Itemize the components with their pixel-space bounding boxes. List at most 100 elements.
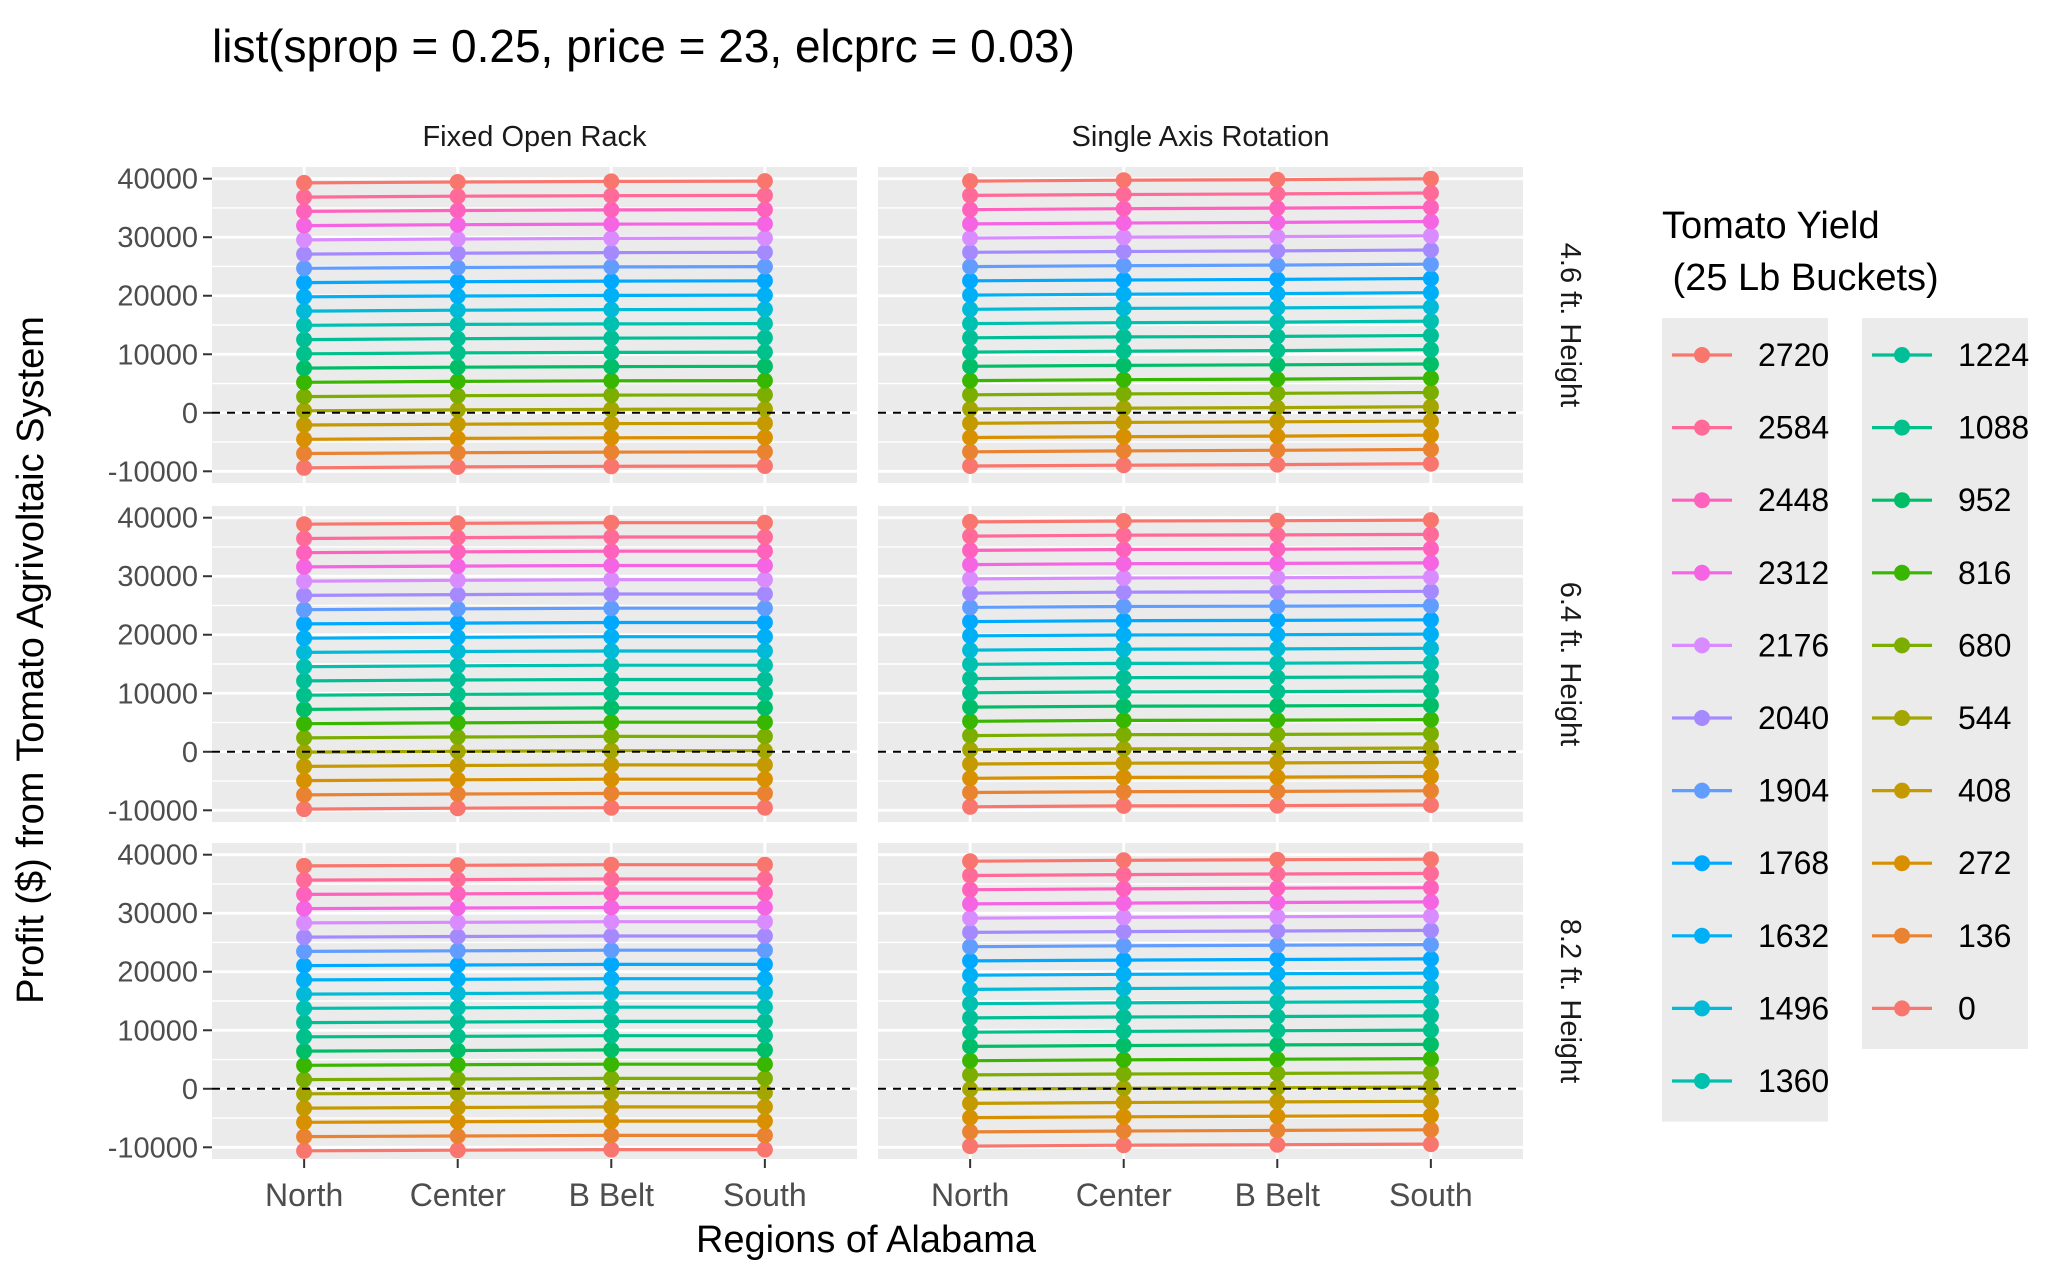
legend-item-1904: 1904 [1672,773,1829,809]
legend-item-408: 408 [1872,773,2011,809]
data-point-544-north [962,401,979,417]
legend-title-line-2: (25 Lb Buckets) [1662,257,1939,299]
series-line-136 [970,447,1431,454]
data-point-272-south [1422,427,1439,444]
data-point-1768-center [1115,612,1132,629]
data-point-680-b-belt [1269,1065,1286,1082]
data-point-2584-b-belt [603,871,620,887]
data-point-680-north [296,388,313,405]
data-point-2720-b-belt [603,514,620,531]
series-line-1904 [970,262,1431,269]
legend-label-680: 680 [1958,627,2011,663]
data-point-408-south [1422,1093,1439,1110]
y-tick-label: 40000 [117,840,198,872]
data-point-1496-center [1115,980,1132,997]
data-point-2312-south [756,899,773,916]
data-point-136-south [756,443,773,460]
y-tick-label: -10000 [108,795,198,827]
data-point-816-b-belt [603,1056,620,1073]
data-point-1360-south [756,657,773,674]
data-point-2584-north [296,530,313,547]
data-point-2312-b-belt [603,899,620,916]
data-point-680-b-belt [603,387,620,404]
data-point-1224-b-belt [603,1013,620,1030]
data-point-816-b-belt [1269,1051,1286,1068]
panels-layer: -10000 0 10000 20000 30000 40000 Fixed Open Ra… [108,121,1586,1213]
series-line-272 [304,777,765,783]
data-point-1224-north [962,1009,979,1026]
data-point-2720-center [449,174,466,190]
data-point-1088-b-belt [603,1027,620,1044]
legend-label-408: 408 [1958,773,2011,809]
series-line-136 [304,1133,765,1139]
series-line-2448 [304,208,765,213]
data-point-952-center [1115,357,1132,374]
data-point-952-south [756,699,773,716]
data-point-2584-center [449,188,466,205]
data-point-680-b-belt [1269,726,1286,743]
data-point-1496-north [296,644,313,661]
data-point-1904-b-belt [603,258,620,275]
data-point-680-south [756,1070,773,1087]
series-line-1088 [970,348,1431,354]
legend-item-1360: 1360 [1672,1063,1829,1099]
data-point-816-b-belt [603,714,620,731]
series-line-2584 [970,532,1431,538]
series-line-1088 [970,1028,1431,1034]
data-point-816-south [756,372,773,389]
series-line-1496 [970,646,1431,652]
data-point-544-south [1422,398,1439,415]
data-point-544-south [756,401,773,417]
data-point-2040-b-belt [603,586,620,602]
data-point-272-b-belt [603,771,620,788]
data-point-1088-center [449,344,466,361]
data-point-1632-b-belt [1269,285,1286,302]
data-point-1360-b-belt [1269,314,1286,331]
data-point-680-center [1115,1066,1132,1082]
y-tick-label: 0 [182,737,198,769]
data-point-816-b-belt [603,372,620,389]
data-point-272-south [756,771,773,788]
series-line-1088 [304,350,765,356]
data-point-1224-center [449,672,466,688]
data-point-2312-b-belt [1269,894,1286,911]
data-point-2312-south [756,215,773,232]
data-point-2720-center [1115,172,1132,189]
data-point-2040-north [296,587,313,604]
data-point-272-b-belt [1269,769,1286,786]
series-line-2584 [970,191,1431,197]
legend-item-544: 544 [1872,700,2011,736]
data-point-1224-center [1115,1009,1132,1025]
data-point-408-south [1422,754,1439,771]
data-point-1496-b-belt [603,643,620,659]
data-point-1360-center [1115,655,1132,672]
data-point-408-south [756,1098,773,1115]
series-line-1224 [304,677,765,683]
data-point-0-north [296,801,313,818]
data-point-1768-center [449,957,466,973]
data-point-1768-b-belt [603,614,620,631]
data-point-1088-north [296,1028,313,1045]
data-point-136-center [449,444,466,461]
series-line-680 [304,1076,765,1082]
series-line-1632 [970,291,1431,297]
data-point-2312-b-belt [603,216,620,233]
data-point-1496-center [449,643,466,660]
legend-item-1768: 1768 [1672,845,1829,881]
data-point-1904-center [1115,937,1132,954]
series-line-2176 [304,236,765,242]
data-point-2448-south [756,543,773,560]
legend-item-2176: 2176 [1672,627,1829,663]
series-line-1088 [304,1034,765,1039]
data-point-2312-south [1422,554,1439,571]
data-point-0-center [449,800,466,817]
data-point-1904-north [296,943,313,960]
data-point-272-south [1422,768,1439,785]
facet-strip-8-2-ft-height: 8.2 ft. Height [1554,919,1586,1083]
data-point-1360-south [1422,993,1439,1010]
panel-single-axis-rotation-4-6-ft-height: Single Axis Rotation 4.6 ft. Height [878,121,1586,483]
data-point-1496-center [1115,641,1132,658]
series-line-1904 [304,948,765,954]
data-point-136-b-belt [1269,783,1286,800]
data-point-1632-center [449,288,466,304]
